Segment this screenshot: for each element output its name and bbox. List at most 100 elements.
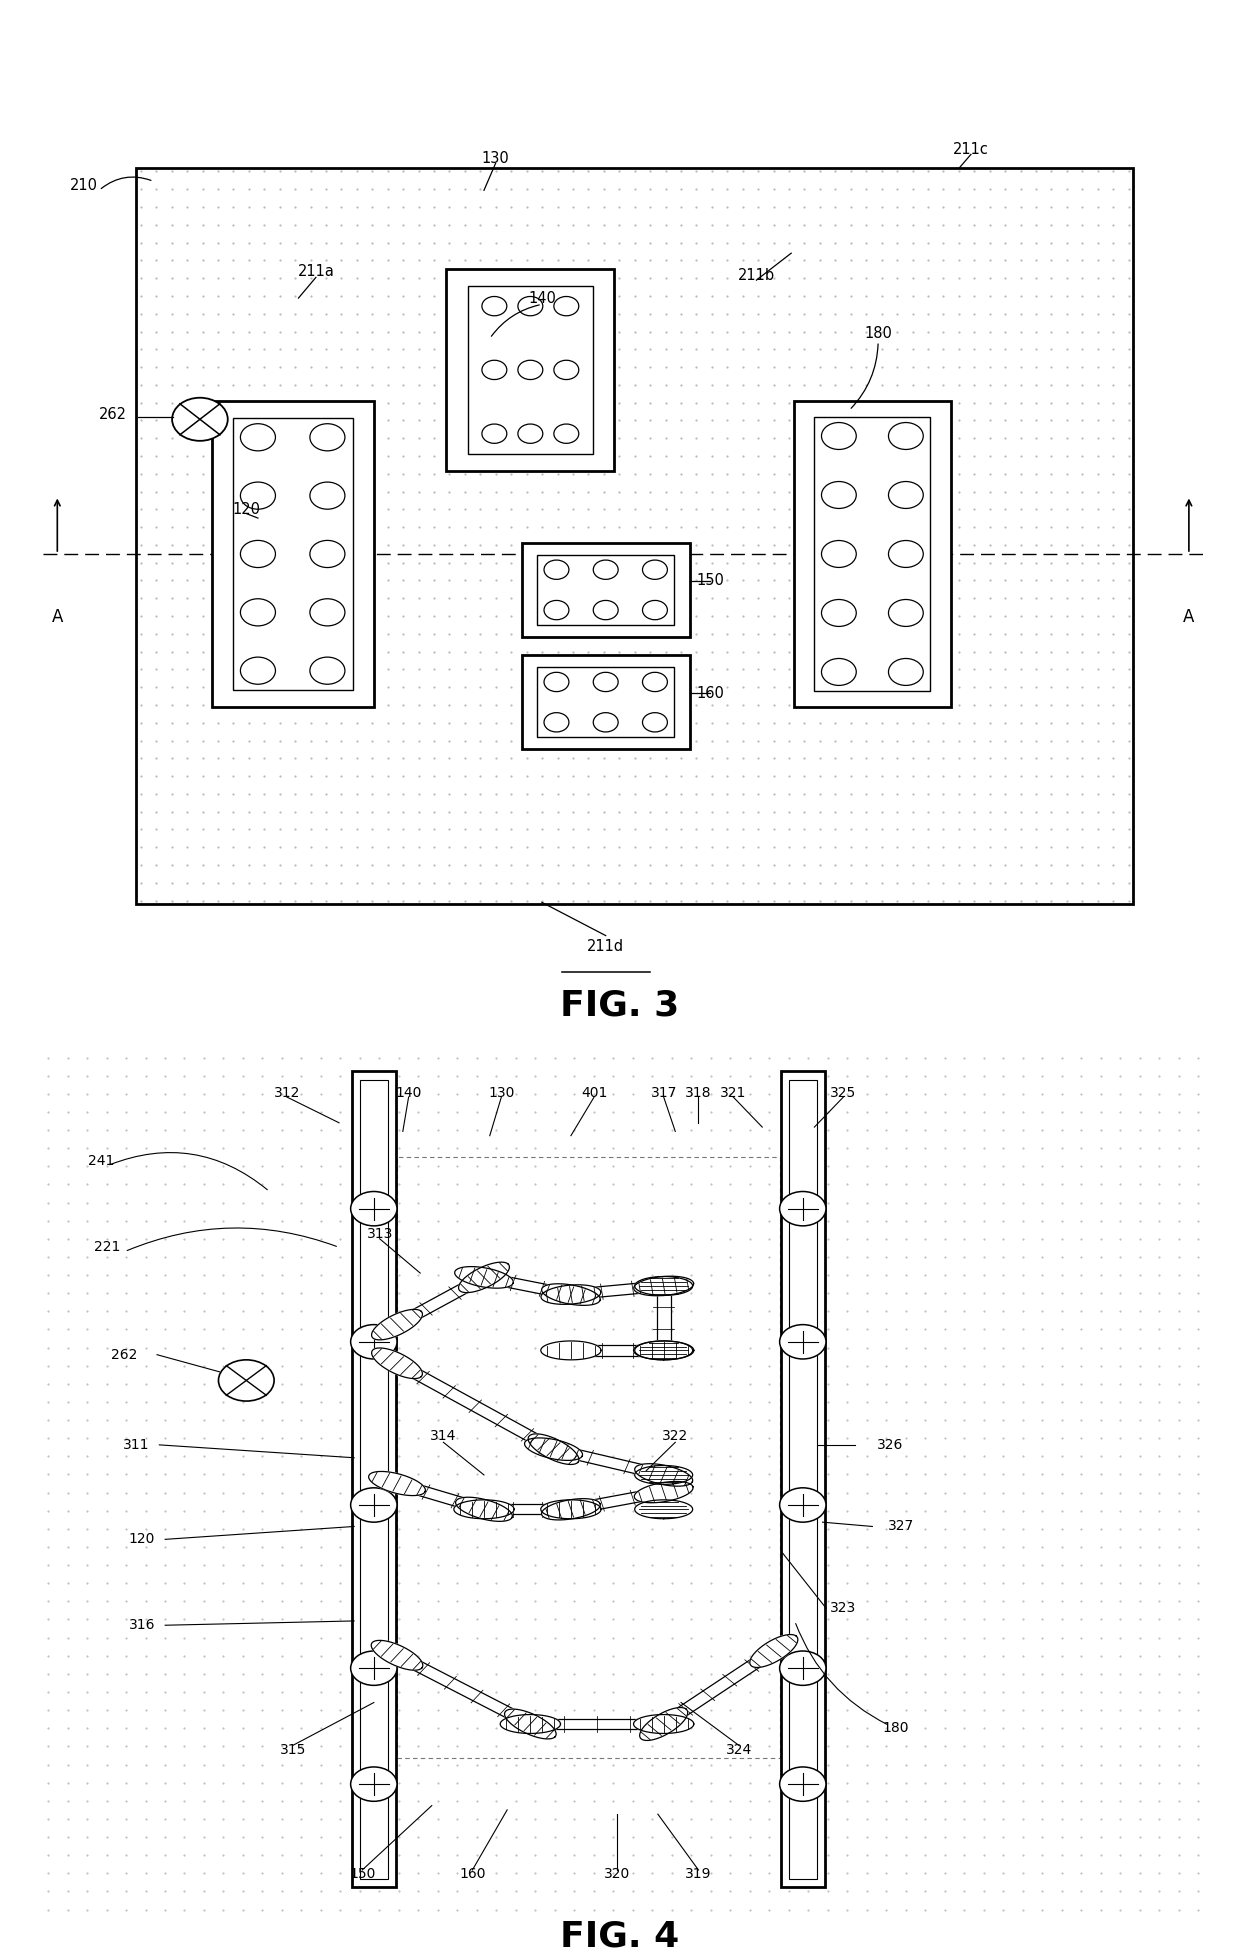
Text: 150: 150 [696,574,724,588]
Polygon shape [500,1714,560,1733]
Circle shape [241,599,275,627]
Text: 120: 120 [129,1532,155,1546]
Circle shape [593,560,619,580]
Text: 262: 262 [112,1347,138,1362]
Bar [136,168,1133,904]
Text: 160: 160 [459,1868,486,1882]
Bar [446,269,614,470]
Text: 325: 325 [831,1085,857,1099]
Circle shape [642,560,667,580]
Text: 130: 130 [481,152,510,166]
Circle shape [351,1767,397,1802]
Circle shape [593,712,619,732]
Bar [233,418,352,691]
Text: 241: 241 [88,1154,114,1169]
Polygon shape [634,1277,693,1296]
Circle shape [482,361,507,379]
Text: A: A [1183,607,1194,627]
Text: 130: 130 [489,1085,515,1099]
Circle shape [482,297,507,316]
Polygon shape [454,1499,515,1519]
Circle shape [889,482,924,508]
Polygon shape [635,1341,693,1361]
Circle shape [889,599,924,627]
Circle shape [554,361,579,379]
Circle shape [241,424,275,451]
Bar [522,543,689,636]
Circle shape [310,541,345,568]
Circle shape [554,297,579,316]
Circle shape [351,1191,397,1226]
Polygon shape [505,1710,556,1739]
Bar [794,402,951,707]
Bar [212,402,373,707]
Text: 140: 140 [396,1085,422,1099]
Bar [537,668,673,738]
Circle shape [821,422,857,449]
Text: A: A [52,607,63,627]
Circle shape [518,361,543,379]
Text: 327: 327 [888,1519,914,1534]
Circle shape [310,658,345,685]
Circle shape [642,671,667,691]
Circle shape [780,1767,826,1802]
Circle shape [889,658,924,685]
Bar [537,554,673,625]
Bar [522,656,689,750]
Bar [794,402,951,707]
Polygon shape [635,1277,693,1296]
Polygon shape [455,1267,513,1288]
Polygon shape [635,1466,693,1484]
Polygon shape [368,1472,425,1495]
Bar [781,1072,825,1888]
Circle shape [544,601,569,619]
Circle shape [518,424,543,443]
Text: 211d: 211d [588,939,624,953]
Circle shape [889,422,924,449]
Text: 318: 318 [686,1085,712,1099]
Circle shape [642,712,667,732]
Polygon shape [541,1341,601,1361]
Circle shape [593,671,619,691]
Circle shape [821,658,857,685]
Text: 211c: 211c [954,142,988,158]
Polygon shape [657,1476,671,1509]
Polygon shape [372,1310,423,1339]
Polygon shape [657,1286,671,1351]
Circle shape [218,1361,274,1402]
Polygon shape [525,1439,583,1460]
Polygon shape [569,1487,666,1515]
Bar [789,1079,817,1878]
Polygon shape [482,1273,573,1300]
Circle shape [241,658,275,685]
Text: 210: 210 [69,178,98,193]
Circle shape [780,1191,826,1226]
Text: 316: 316 [129,1618,155,1632]
Text: 315: 315 [279,1743,306,1757]
Circle shape [482,424,507,443]
Text: 120: 120 [232,502,260,517]
Bar [522,543,689,636]
Circle shape [593,601,619,619]
Polygon shape [750,1634,797,1667]
Text: 211b: 211b [738,267,775,283]
Bar [212,402,373,707]
Circle shape [554,424,579,443]
Text: 324: 324 [725,1743,753,1757]
Polygon shape [658,1647,779,1728]
Polygon shape [634,1341,694,1361]
Polygon shape [531,1720,663,1729]
Text: 323: 323 [831,1601,857,1614]
Text: 160: 160 [696,685,724,701]
Polygon shape [635,1464,693,1485]
Text: 180: 180 [864,326,892,342]
Circle shape [821,482,857,508]
Bar [352,1072,396,1888]
Circle shape [544,560,569,580]
Circle shape [780,1487,826,1523]
Circle shape [544,671,569,691]
Text: 221: 221 [94,1240,120,1255]
Text: 326: 326 [877,1439,903,1452]
Circle shape [351,1325,397,1359]
Text: 311: 311 [123,1439,149,1452]
